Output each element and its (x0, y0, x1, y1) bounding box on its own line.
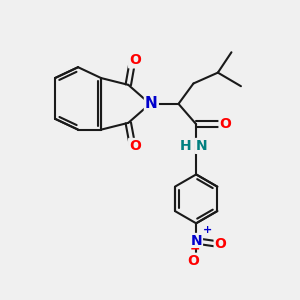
Text: N: N (190, 234, 202, 248)
Text: O: O (214, 237, 226, 251)
Text: O: O (129, 139, 141, 153)
Text: N: N (145, 96, 158, 111)
Text: H: H (180, 139, 192, 153)
Text: +: + (203, 225, 212, 235)
Text: O: O (129, 53, 141, 68)
Text: O: O (188, 254, 200, 268)
Text: N: N (196, 139, 207, 153)
Text: −: − (189, 243, 200, 256)
Text: O: O (220, 117, 231, 131)
